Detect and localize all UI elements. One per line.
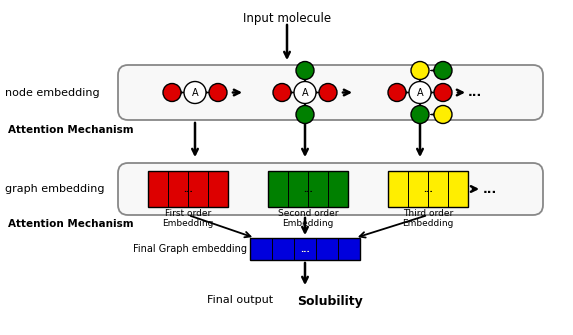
Text: First order
Embedding: First order Embedding <box>162 209 214 228</box>
Bar <box>250 238 360 260</box>
Text: ...: ... <box>300 245 310 254</box>
Circle shape <box>409 81 431 104</box>
Circle shape <box>296 62 314 79</box>
Text: ...: ... <box>303 185 313 194</box>
Circle shape <box>163 83 181 102</box>
Circle shape <box>296 106 314 124</box>
Bar <box>148 171 228 207</box>
Circle shape <box>319 83 337 102</box>
Circle shape <box>209 83 227 102</box>
Circle shape <box>434 83 452 102</box>
Text: Second order
Embedding: Second order Embedding <box>278 209 338 228</box>
Text: Attention Mechanism: Attention Mechanism <box>8 125 134 135</box>
Text: ...: ... <box>483 183 497 196</box>
Circle shape <box>184 81 206 104</box>
Text: ...: ... <box>468 86 482 99</box>
Text: Input molecule: Input molecule <box>243 12 331 25</box>
Circle shape <box>273 83 291 102</box>
FancyBboxPatch shape <box>118 163 543 215</box>
Bar <box>268 171 348 207</box>
Text: Final output: Final output <box>207 295 273 305</box>
Circle shape <box>411 62 429 79</box>
Text: Attention Mechanism: Attention Mechanism <box>8 219 134 229</box>
Text: ...: ... <box>300 245 310 254</box>
Circle shape <box>434 106 452 124</box>
Text: Solubility: Solubility <box>297 295 363 308</box>
Circle shape <box>411 106 429 124</box>
Text: A: A <box>417 87 423 97</box>
Text: ...: ... <box>183 185 193 194</box>
Text: Third order
Embedding: Third order Embedding <box>402 209 454 228</box>
Bar <box>388 171 468 207</box>
Circle shape <box>434 62 452 79</box>
Text: graph embedding: graph embedding <box>5 184 104 194</box>
Text: A: A <box>302 87 308 97</box>
Text: Final Graph embedding: Final Graph embedding <box>133 244 247 254</box>
Text: A: A <box>192 87 198 97</box>
Text: ...: ... <box>423 185 433 194</box>
Circle shape <box>388 83 406 102</box>
Circle shape <box>294 81 316 104</box>
Text: node embedding: node embedding <box>5 87 100 97</box>
FancyBboxPatch shape <box>118 65 543 120</box>
